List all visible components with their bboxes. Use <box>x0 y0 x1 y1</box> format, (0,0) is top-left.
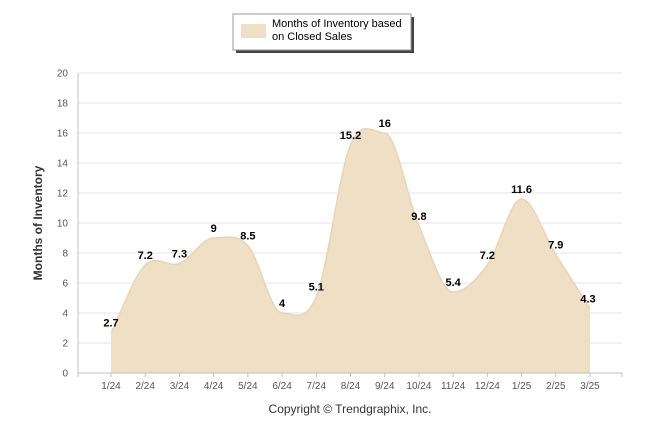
data-label: 7.2 <box>480 250 495 262</box>
data-label: 4.3 <box>580 294 595 306</box>
data-labels: 2.7 7.2 7.3 9 8.5 4 5.1 15.2 16 9.8 5.4 7.2 11.6 7.9 4… <box>103 118 595 330</box>
y-tick-label: 16 <box>57 129 69 140</box>
y-axis-title: Months of Inventory <box>31 165 45 280</box>
x-tick-label: 6/24 <box>272 381 292 392</box>
y-tick-label: 18 <box>57 99 69 110</box>
x-tick-label: 1/25 <box>512 381 532 392</box>
data-label: 7.2 <box>138 250 153 262</box>
x-tick-label: 1/24 <box>101 381 121 392</box>
data-label: 15.2 <box>340 130 361 142</box>
x-tick-label: 9/24 <box>375 381 395 392</box>
x-tick-label: 10/24 <box>406 381 431 392</box>
x-tick-label: 8/24 <box>341 381 361 392</box>
area-line <box>110 128 591 333</box>
y-tick-label: 2 <box>62 339 68 350</box>
y-tick-label: 10 <box>57 219 69 230</box>
data-label: 8.5 <box>240 231 255 243</box>
x-tick-label: 12/24 <box>475 381 500 392</box>
area-fill <box>111 128 590 373</box>
y-tick-label: 6 <box>62 279 68 290</box>
data-label: 4 <box>279 298 286 310</box>
legend-label-line-1: Months of Inventory based <box>272 18 402 30</box>
legend: Months of Inventory based on Closed Sale… <box>232 13 414 53</box>
x-tick-label: 2/25 <box>546 381 566 392</box>
x-tick-label: 4/24 <box>204 381 224 392</box>
data-label: 16 <box>379 118 391 130</box>
x-tick-label: 11/24 <box>441 381 466 392</box>
legend-label-line-2: on Closed Sales <box>272 31 353 43</box>
x-tick-labels: 1/24 2/24 3/24 4/24 5/24 6/24 7/24 8/24 9/24 10/2… <box>101 381 600 392</box>
x-tick-label: 2/24 <box>135 381 155 392</box>
x-tick-label: 3/25 <box>580 381 600 392</box>
y-tick-label: 4 <box>62 309 68 320</box>
y-tick-labels: 0 2 4 6 8 10 12 14 16 18 20 <box>57 69 69 380</box>
data-label: 9 <box>211 223 217 235</box>
data-label: 7.3 <box>172 249 187 261</box>
x-tick-label: 5/24 <box>238 381 258 392</box>
y-tick-label: 0 <box>62 369 68 380</box>
y-tick-label: 8 <box>62 249 68 260</box>
data-label: 5.1 <box>309 282 324 294</box>
axes <box>77 73 623 377</box>
x-tick-label: 7/24 <box>307 381 327 392</box>
area-series <box>110 128 591 373</box>
legend-swatch <box>241 24 266 38</box>
copyright-footer: Copyright © Trendgraphix, Inc. <box>269 402 432 416</box>
y-tick-label: 14 <box>57 159 69 170</box>
y-tick-label: 12 <box>57 189 69 200</box>
x-tick-label: 3/24 <box>170 381 190 392</box>
y-tick-label: 20 <box>57 69 69 80</box>
data-label: 5.4 <box>445 277 461 289</box>
data-label: 2.7 <box>103 318 118 330</box>
data-label: 7.9 <box>548 240 563 252</box>
data-label: 11.6 <box>511 184 532 196</box>
data-label: 9.8 <box>411 211 426 223</box>
